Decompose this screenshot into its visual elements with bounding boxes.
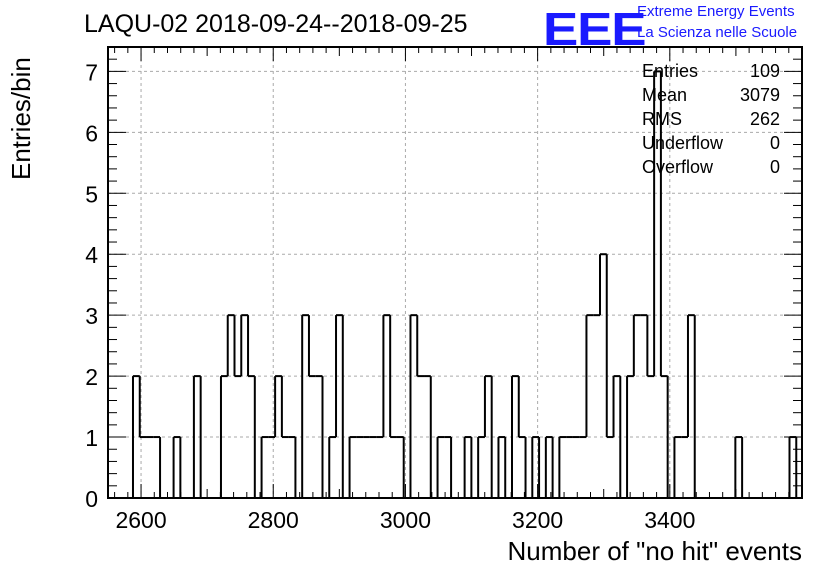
stats-value: 109 bbox=[749, 61, 780, 81]
plot-frame bbox=[107, 46, 803, 499]
stats-row: Underflow 0 bbox=[642, 132, 780, 156]
x-tick-label: 2600 bbox=[115, 507, 166, 533]
stats-box: Entries 109 Mean 3079 RMS 262 Underflow 0 Ov… bbox=[642, 60, 780, 180]
histogram-series bbox=[131, 70, 798, 499]
y-tick-label: 4 bbox=[85, 242, 98, 268]
stats-row: Mean 3079 bbox=[642, 84, 780, 108]
stats-label: Overflow bbox=[642, 157, 714, 177]
x-axis-label: Number of "no hit" events bbox=[507, 536, 803, 566]
y-axis-label: Entries/bin bbox=[6, 57, 36, 180]
tick-labels: 2600 2800 3000 3200 3400 0 1 2 3 4 5 6 7 bbox=[85, 59, 695, 533]
x-tick-label: 3200 bbox=[512, 507, 563, 533]
eee-logo: EEE bbox=[543, 3, 647, 55]
stats-row: RMS 262 bbox=[642, 108, 780, 132]
axes-frame bbox=[107, 46, 803, 499]
x-tick-label: 3000 bbox=[380, 507, 431, 533]
stats-row: Overflow 0 bbox=[642, 156, 780, 180]
stats-value: 262 bbox=[749, 109, 780, 129]
org-name-line1: Extreme Energy Events bbox=[637, 3, 795, 20]
x-tick-label: 2800 bbox=[248, 507, 299, 533]
y-tick-label: 3 bbox=[85, 303, 98, 329]
stats-value: 0 bbox=[769, 157, 780, 177]
axis-ticks bbox=[108, 46, 803, 499]
org-name-line2: La Scienza nelle Scuole bbox=[637, 24, 798, 41]
plot-title: LAQU-02 2018-09-24--2018-09-25 bbox=[84, 10, 468, 38]
y-tick-label: 2 bbox=[85, 364, 98, 390]
x-tick-label: 3400 bbox=[644, 507, 695, 533]
y-tick-label: 1 bbox=[85, 425, 98, 451]
y-tick-label: 5 bbox=[85, 181, 98, 207]
stats-label: RMS bbox=[642, 109, 682, 129]
stats-label: Underflow bbox=[642, 133, 724, 153]
y-tick-label: 0 bbox=[85, 486, 98, 512]
stats-value: 3079 bbox=[739, 85, 780, 105]
stats-row: Entries 109 bbox=[642, 60, 780, 84]
y-tick-label: 6 bbox=[85, 120, 98, 146]
stats-label: Entries bbox=[642, 61, 699, 81]
stats-value: 0 bbox=[769, 133, 780, 153]
stats-label: Mean bbox=[642, 85, 688, 105]
y-tick-label: 7 bbox=[85, 59, 98, 85]
